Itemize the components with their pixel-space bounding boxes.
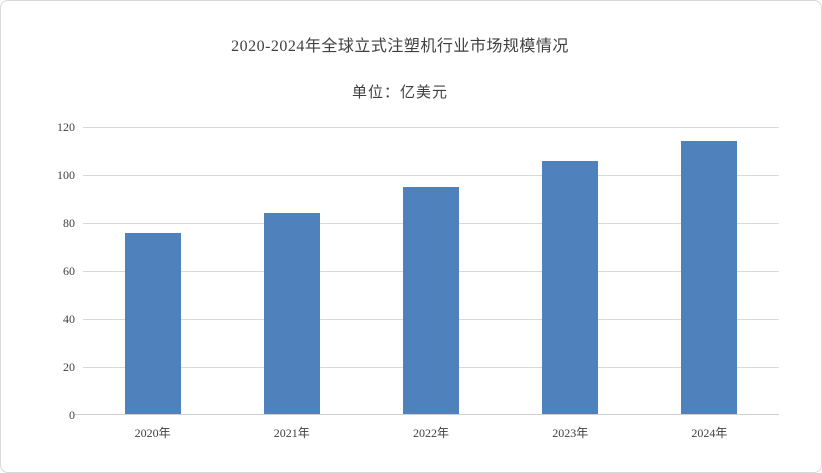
- chart-subtitle: 单位：亿美元: [351, 85, 448, 101]
- x-tick-label-2024年: 2024年: [691, 426, 728, 440]
- bar-2024年: [681, 141, 738, 415]
- gridline-100: [83, 175, 779, 176]
- y-axis: 0 20 40 60 80 100 120: [1, 120, 75, 422]
- bar-slot-2020年: [83, 127, 222, 415]
- y-tick-label-20: 20: [63, 360, 75, 374]
- y-tick-label-60: 60: [63, 264, 75, 278]
- bar-slot-2024年: [640, 127, 779, 415]
- bar-slot-2021年: [222, 127, 361, 415]
- x-tick-label-2021年: 2021年: [273, 426, 310, 440]
- bar-2020年: [124, 232, 181, 415]
- gridline-120: [83, 127, 779, 128]
- chart-title: 2020-2024年全球立式注塑机行业市场规模情况: [231, 38, 569, 55]
- bar-2021年: [263, 213, 320, 415]
- x-axis: 2020年 2021年 2022年 2023年 2024年: [83, 415, 779, 445]
- plot-area: [75, 127, 779, 415]
- x-tick-label-2022年: 2022年: [413, 426, 450, 440]
- bar-series: [83, 127, 779, 415]
- y-tick-label-80: 80: [63, 216, 75, 230]
- y-tick-label-0: 0: [69, 408, 75, 422]
- y-tick-label-100: 100: [57, 168, 75, 182]
- bar-slot-2023年: [501, 127, 640, 415]
- x-tick-label-2023年: 2023年: [552, 426, 589, 440]
- y-tick-label-120: 120: [57, 120, 75, 134]
- bar-slot-2022年: [361, 127, 500, 415]
- bar-2023年: [542, 160, 599, 415]
- x-axis-line: [75, 414, 779, 415]
- y-tick-label-40: 40: [63, 312, 75, 326]
- bar-2022年: [403, 187, 459, 415]
- x-tick-label-2020年: 2020年: [134, 426, 171, 440]
